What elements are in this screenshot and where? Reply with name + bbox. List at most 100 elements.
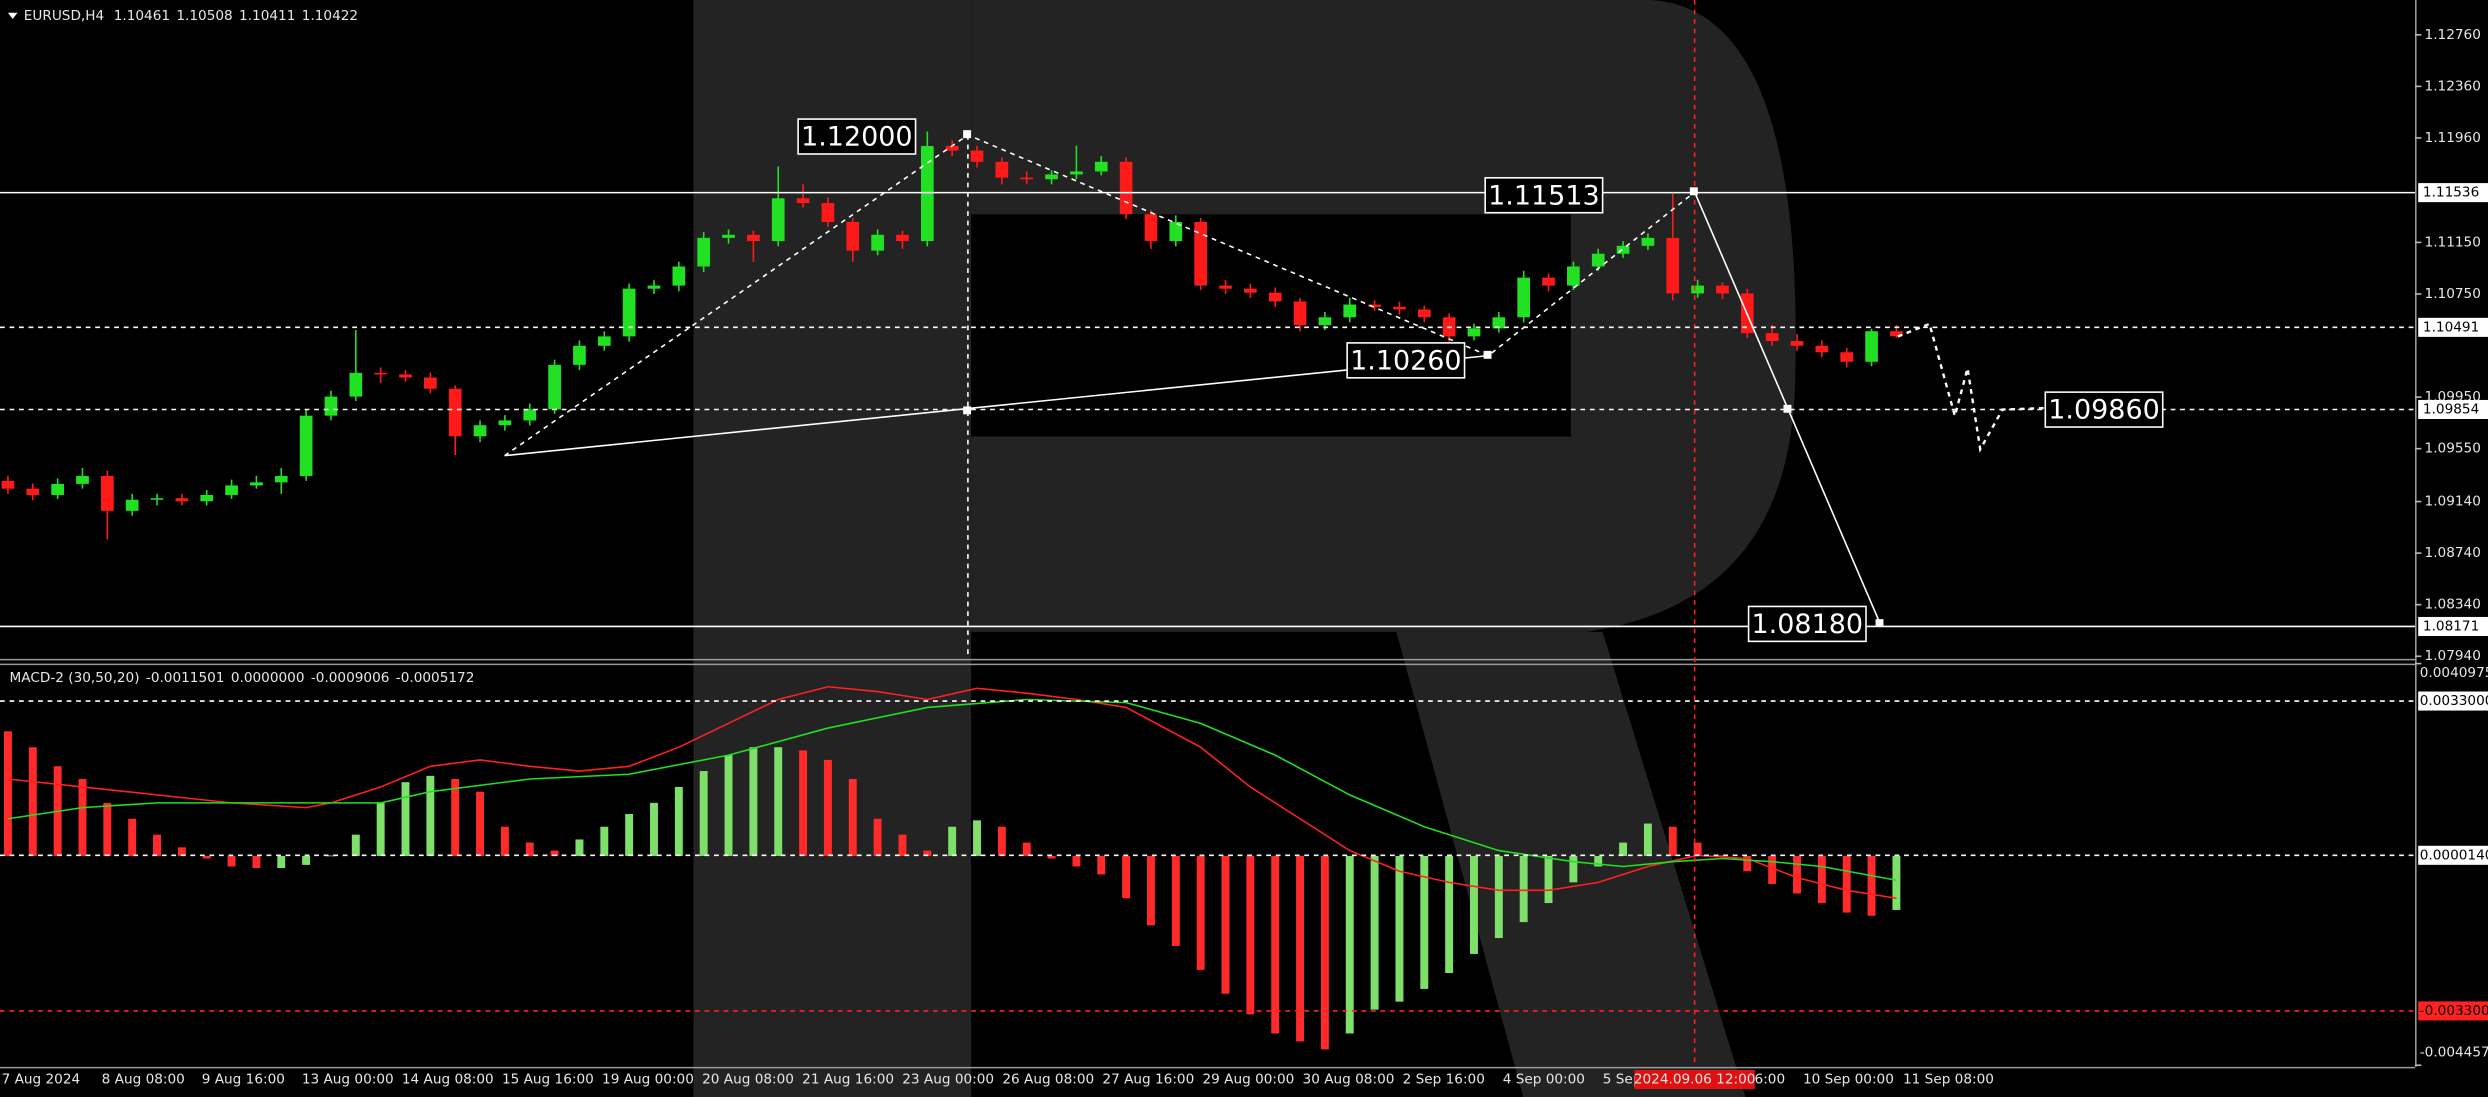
macd-zero-value: 0.0000000 xyxy=(231,670,305,686)
menu-arrow xyxy=(7,12,18,20)
candle-body xyxy=(523,409,537,421)
candle-body xyxy=(548,364,561,410)
x-tick-label: 4 Sep 00:00 xyxy=(1503,1072,1585,1088)
candle-body xyxy=(424,377,437,389)
candle-body xyxy=(1169,222,1183,242)
candle-body xyxy=(399,374,412,378)
price-level-box xyxy=(2418,616,2488,636)
price-level-box xyxy=(2418,317,2488,337)
x-tick-label: 8 Aug 08:00 xyxy=(102,1072,185,1088)
histogram-bar xyxy=(1643,823,1652,856)
x-tick-label: 11 Sep 08:00 xyxy=(1903,1072,1994,1088)
wave-label-box xyxy=(1346,342,1466,379)
candle-body xyxy=(1467,328,1481,337)
candle-body xyxy=(1790,341,1804,346)
histogram-bar xyxy=(1569,855,1578,883)
wave-label-box xyxy=(2044,391,2164,428)
histogram-bar xyxy=(227,855,236,867)
x-tick-label: 9 Aug 16:00 xyxy=(202,1072,285,1088)
macd-level-box xyxy=(2418,691,2488,711)
candle-body xyxy=(796,198,810,204)
candle-body xyxy=(573,345,586,365)
candle-body xyxy=(1591,253,1605,267)
candle-body xyxy=(125,499,139,511)
candle-body xyxy=(1691,285,1704,294)
candle-body xyxy=(374,372,388,375)
candle-body xyxy=(1244,288,1257,293)
candle-body xyxy=(1616,245,1630,254)
x-tick-label: 29 Aug 00:00 xyxy=(1202,1072,1294,1088)
candle-body xyxy=(647,285,661,289)
macd-level-box xyxy=(2418,845,2488,865)
candle-body xyxy=(473,425,487,437)
histogram-bar xyxy=(1470,855,1478,954)
histogram-bar xyxy=(1594,855,1603,867)
histogram-bar xyxy=(1171,855,1180,946)
y-tick-label: 1.12360 xyxy=(2425,78,2481,94)
candle-body xyxy=(1865,331,1878,362)
candle-body xyxy=(1318,317,1332,326)
candle-body xyxy=(76,476,89,484)
wave-label: 1.12000 xyxy=(801,122,913,153)
candle-body xyxy=(274,476,288,483)
wave-point xyxy=(1783,404,1792,413)
histogram-bar xyxy=(650,802,658,856)
histogram-bar xyxy=(674,786,683,856)
candle-body xyxy=(51,483,64,495)
y-tick-label: 1.11150 xyxy=(2425,234,2481,250)
candle-body xyxy=(970,150,984,162)
x-tick-label: 19 Aug 00:00 xyxy=(602,1072,694,1088)
candle-body xyxy=(1517,277,1531,318)
candle-body xyxy=(622,288,636,337)
candle-body xyxy=(1194,222,1207,286)
histogram-bar xyxy=(177,847,186,856)
candle-body xyxy=(225,485,238,495)
histogram-bar xyxy=(923,850,932,856)
price-level-label: 1.11536 xyxy=(2423,185,2479,201)
x-tick-label: 14 Aug 08:00 xyxy=(402,1072,494,1088)
candle-body xyxy=(697,237,711,267)
histogram-bar xyxy=(401,782,410,856)
macd-title: MACD-2 (30,50,20) xyxy=(10,670,140,686)
macd-level-label: 0.0033000 xyxy=(2420,693,2488,709)
histogram-bar xyxy=(3,731,12,856)
wave-points xyxy=(963,130,1884,628)
price-level-label: 1.10491 xyxy=(2423,319,2479,335)
candle-body xyxy=(1765,333,1779,342)
y-tick-label: 1.10750 xyxy=(2425,286,2481,302)
histogram-bar xyxy=(1718,855,1727,857)
candle-body xyxy=(1840,352,1854,362)
y-tick-label: -0.0044575 xyxy=(2420,1045,2488,1061)
candle-body xyxy=(920,145,934,242)
histogram-bar xyxy=(202,855,211,859)
wave-label: 1.11513 xyxy=(1488,180,1600,211)
candle-body xyxy=(1393,306,1406,310)
histogram-bar xyxy=(1668,826,1677,856)
candle-body xyxy=(1094,161,1108,172)
x-tick-label: 23 Aug 00:00 xyxy=(902,1072,994,1088)
wave-solid xyxy=(504,354,1489,457)
candle-body xyxy=(896,234,909,242)
histogram-bar xyxy=(1395,855,1404,1002)
histogram-bar xyxy=(1097,855,1106,875)
candle-body xyxy=(771,198,785,242)
candle-body xyxy=(1368,304,1381,307)
histogram-bar xyxy=(476,791,485,856)
histogram-bar xyxy=(500,826,509,856)
histogram-bar xyxy=(625,813,634,856)
x-tick-label: 2 Sep 16:00 xyxy=(1403,1072,1485,1088)
candle-body xyxy=(1542,277,1555,286)
histogram-bar xyxy=(302,855,311,865)
y-tick-label: 1.08740 xyxy=(2425,545,2481,561)
price-level-label: 1.08171 xyxy=(2423,618,2479,634)
candle-body xyxy=(1119,161,1133,215)
candle-body xyxy=(299,415,313,477)
x-tick-label: 7 Aug 2024 xyxy=(2,1072,81,1088)
histogram-bar xyxy=(376,802,385,856)
wave-point xyxy=(1875,619,1884,628)
histogram-bar xyxy=(873,818,882,856)
symbol: EURUSD,H4 xyxy=(24,8,104,24)
histogram-bar xyxy=(1743,855,1752,872)
candle-body xyxy=(448,388,462,437)
histogram-bar xyxy=(1619,842,1628,856)
